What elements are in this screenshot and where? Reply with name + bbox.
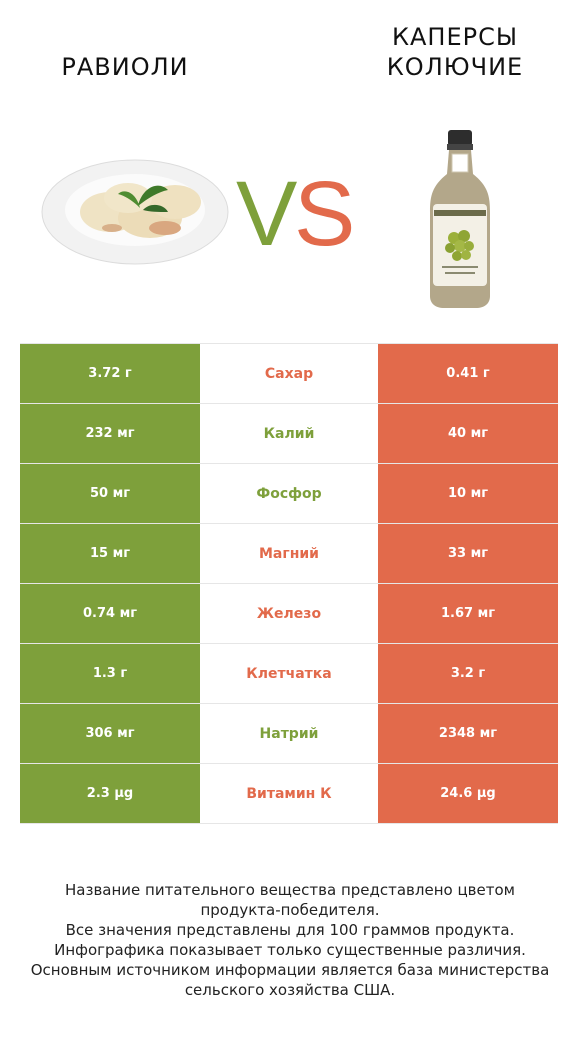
left-value-cell: 15 мг [20, 524, 200, 583]
nutrient-label-cell: Витамин К [200, 764, 378, 823]
nutrient-label-cell: Калий [200, 404, 378, 463]
right-value-cell: 24.6 µg [378, 764, 558, 823]
table-row: 306 мг Натрий 2348 мг [20, 704, 558, 764]
footer-notes: Название питательного вещества представл… [10, 880, 570, 1000]
nutrient-comparison-table: 3.72 г Сахар 0.41 г 232 мг Калий 40 мг 50 мг Фо… [20, 343, 558, 824]
table-row: 3.72 г Сахар 0.41 г [20, 344, 558, 404]
right-value-cell: 10 мг [378, 464, 558, 523]
left-value-cell: 2.3 µg [20, 764, 200, 823]
right-value-cell: 0.41 г [378, 344, 558, 403]
right-title-line-1: КАПЕРСЫ [391, 23, 519, 51]
table-row: 1.3 г Клетчатка 3.2 г [20, 644, 558, 704]
right-value-cell: 1.67 мг [378, 584, 558, 643]
footer-line: Основным источником информации является … [30, 961, 550, 979]
nutrient-label-cell: Клетчатка [200, 644, 378, 703]
left-value-cell: 3.72 г [20, 344, 200, 403]
right-value-cell: 33 мг [378, 524, 558, 583]
left-value-cell: 232 мг [20, 404, 200, 463]
footer-line: продукта-победителя. [200, 901, 380, 919]
nutrient-label-cell: Натрий [200, 704, 378, 763]
nutrient-label-cell: Железо [200, 584, 378, 643]
table-row: 15 мг Магний 33 мг [20, 524, 558, 584]
footer-line: Название питательного вещества представл… [65, 881, 515, 899]
table-row: 232 мг Калий 40 мг [20, 404, 558, 464]
table-row: 0.74 мг Железо 1.67 мг [20, 584, 558, 644]
capers-bottle-image [430, 130, 490, 308]
footer-line: Все значения представлены для 100 граммо… [65, 921, 515, 939]
ravioli-plate-image [41, 159, 229, 265]
vs-letter-v: V [236, 165, 297, 255]
right-value-cell: 2348 мг [378, 704, 558, 763]
left-product-title: РАВИОЛИ [61, 53, 189, 81]
table-row: 2.3 µg Витамин К 24.6 µg [20, 764, 558, 824]
nutrient-label-cell: Фосфор [200, 464, 378, 523]
left-value-cell: 306 мг [20, 704, 200, 763]
right-product-title: КАПЕРСЫ КОЛЮЧИЕ [350, 22, 560, 82]
left-value-cell: 50 мг [20, 464, 200, 523]
vs-letter-s: S [294, 165, 355, 255]
right-value-cell: 40 мг [378, 404, 558, 463]
footer-line: сельского хозяйства США. [184, 981, 396, 999]
table-row: 50 мг Фосфор 10 мг [20, 464, 558, 524]
footer-line: Инфографика показывает только существенн… [54, 941, 526, 959]
nutrient-label-cell: Магний [200, 524, 378, 583]
vs-logo: V S [236, 165, 355, 255]
nutrient-label-cell: Сахар [200, 344, 378, 403]
right-value-cell: 3.2 г [378, 644, 558, 703]
left-value-cell: 0.74 мг [20, 584, 200, 643]
right-title-line-2: КОЛЮЧИЕ [386, 53, 524, 81]
left-value-cell: 1.3 г [20, 644, 200, 703]
